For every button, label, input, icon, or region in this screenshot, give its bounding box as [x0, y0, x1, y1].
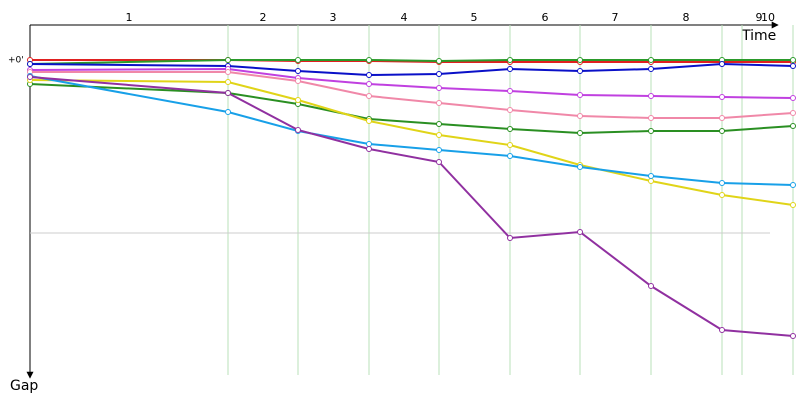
- point: [366, 141, 372, 147]
- point: [366, 81, 372, 87]
- point: [577, 113, 583, 119]
- point: [436, 159, 442, 165]
- x-axis-label: Time: [741, 28, 776, 44]
- point: [790, 63, 796, 69]
- series-line: [29, 59, 793, 65]
- point: [790, 95, 796, 101]
- point: [436, 100, 442, 106]
- point: [436, 71, 442, 77]
- x-tick-label: 5: [471, 11, 478, 24]
- point: [27, 74, 33, 80]
- point: [507, 126, 513, 132]
- point: [648, 93, 654, 99]
- point: [577, 164, 583, 170]
- point: [719, 327, 725, 333]
- point: [225, 90, 231, 96]
- x-tick-label: 6: [542, 11, 549, 24]
- series-line: [29, 83, 794, 135]
- point: [648, 66, 654, 72]
- point: [577, 92, 583, 98]
- point: [790, 110, 796, 116]
- x-tick-label: 7: [612, 11, 619, 24]
- point: [27, 61, 33, 67]
- point: [225, 79, 231, 85]
- point: [366, 146, 372, 152]
- point: [648, 178, 654, 184]
- point: [719, 115, 725, 121]
- point: [295, 78, 301, 84]
- point: [225, 109, 231, 115]
- point: [366, 118, 372, 124]
- point: [436, 85, 442, 91]
- point: [790, 182, 796, 188]
- x-tick-label: 2: [260, 11, 267, 24]
- series-line: [30, 71, 794, 119]
- point: [577, 57, 583, 63]
- point: [719, 61, 725, 67]
- series-line: [29, 79, 794, 206]
- point: [790, 333, 796, 339]
- point: [225, 57, 231, 63]
- series-line: [29, 62, 794, 77]
- x-tick-label: 8: [683, 11, 690, 24]
- series-line: [29, 75, 794, 186]
- point: [790, 202, 796, 208]
- point: [719, 180, 725, 186]
- point: [648, 128, 654, 134]
- point: [366, 93, 372, 99]
- point: [719, 128, 725, 134]
- point: [577, 130, 583, 136]
- point: [648, 283, 654, 289]
- y-axis-label: Gap: [10, 378, 38, 394]
- x-tick-label: 10: [761, 11, 775, 24]
- point: [648, 173, 654, 179]
- point: [507, 235, 513, 241]
- x-tick-label: 3: [330, 11, 337, 24]
- series-line: [29, 76, 794, 337]
- point: [436, 132, 442, 138]
- x-tick-label: 9: [756, 11, 763, 24]
- point: [507, 107, 513, 113]
- point: [507, 66, 513, 72]
- y-tick-label: +0': [8, 56, 24, 66]
- point: [790, 123, 796, 129]
- point: [648, 115, 654, 121]
- point: [507, 142, 513, 148]
- point: [719, 94, 725, 100]
- series-line: [29, 67, 794, 99]
- point: [366, 57, 372, 63]
- point: [507, 153, 513, 159]
- point: [295, 97, 301, 103]
- point: [295, 57, 301, 63]
- point: [366, 72, 372, 78]
- point: [436, 147, 442, 153]
- point: [225, 69, 231, 75]
- point: [577, 229, 583, 235]
- point: [436, 121, 442, 127]
- point: [648, 57, 654, 63]
- point: [790, 57, 796, 63]
- point: [295, 127, 301, 133]
- point: [719, 192, 725, 198]
- point: [436, 58, 442, 64]
- point: [507, 57, 513, 63]
- x-tick-label: 1: [126, 11, 133, 24]
- point: [577, 68, 583, 74]
- point: [295, 68, 301, 74]
- point: [507, 88, 513, 94]
- x-tick-label: 4: [401, 11, 408, 24]
